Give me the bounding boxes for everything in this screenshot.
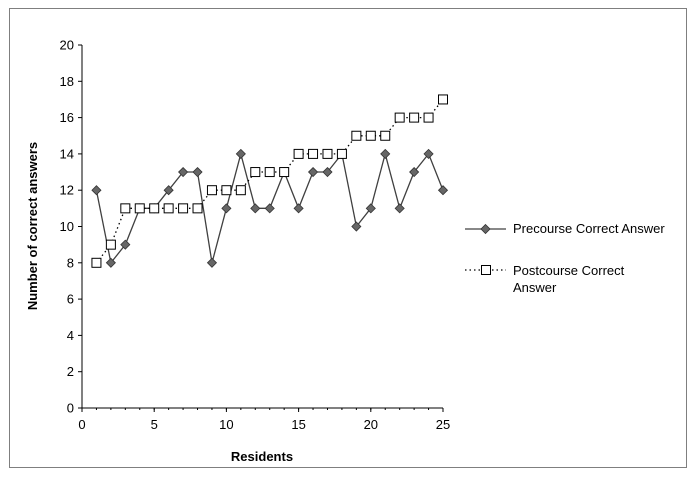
- data-point-diamond: [235, 148, 246, 159]
- x-tick-label: 25: [436, 417, 450, 432]
- data-point-diamond: [178, 166, 189, 178]
- legend-label-postcourse-line2: Answer: [513, 280, 557, 295]
- legend-marker-precourse: [480, 223, 491, 235]
- axes: [78, 44, 444, 412]
- legend-label-postcourse-line1: Postcourse Correct: [513, 263, 625, 278]
- data-point-diamond: [221, 203, 232, 214]
- y-tick-label: 14: [60, 146, 74, 161]
- data-point-square: [206, 185, 217, 196]
- legend-label-precourse: Precourse Correct Answer: [513, 221, 665, 236]
- data-point-diamond: [409, 166, 420, 178]
- y-tick-label: 2: [67, 364, 74, 379]
- y-tick-label: 20: [60, 38, 74, 53]
- data-point-square: [438, 94, 448, 105]
- data-point-square: [365, 130, 376, 141]
- x-tick-label: 0: [78, 417, 85, 432]
- y-tick-label: 12: [60, 183, 74, 198]
- tick-labels: 0 2 4 6 8 10 12 14 16 18 20 0 5 10 15 20 25: [60, 38, 451, 433]
- data-point-square: [192, 203, 203, 214]
- data-point-square: [235, 185, 246, 196]
- data-point-diamond: [394, 203, 405, 214]
- legend-marker-postcourse: [481, 265, 491, 275]
- y-tick-label: 4: [67, 328, 74, 343]
- data-point-square: [279, 167, 290, 178]
- data-point-diamond: [293, 203, 304, 214]
- data-point-diamond: [437, 185, 449, 196]
- data-point-diamond: [423, 148, 434, 159]
- data-point-square: [322, 148, 333, 159]
- data-point-diamond: [365, 203, 376, 214]
- series-layer: [91, 94, 449, 268]
- data-point-square: [120, 203, 131, 214]
- data-point-square: [293, 148, 304, 159]
- series-line-1: [95, 98, 444, 264]
- data-point-diamond: [206, 257, 218, 268]
- data-point-diamond: [91, 185, 102, 196]
- y-tick-label: 0: [67, 401, 74, 416]
- chart-frame: [9, 8, 687, 468]
- data-point-square: [409, 112, 420, 123]
- legend: Precourse Correct Answer Postcourse Corr…: [465, 221, 665, 295]
- x-tick-label: 15: [291, 417, 305, 432]
- y-tick-label: 8: [67, 255, 74, 270]
- data-point-square: [308, 148, 319, 159]
- data-point-diamond: [322, 166, 333, 178]
- y-axis-label: Number of correct answers: [25, 142, 40, 310]
- x-tick-label: 20: [364, 417, 378, 432]
- data-point-diamond: [105, 257, 116, 268]
- data-point-square: [250, 167, 261, 178]
- data-point-square: [178, 203, 189, 214]
- data-point-diamond: [192, 166, 203, 178]
- data-point-square: [221, 185, 232, 196]
- data-point-square: [336, 148, 347, 159]
- data-point-square: [351, 130, 362, 141]
- data-point-square: [380, 130, 391, 141]
- y-tick-label: 6: [67, 292, 74, 307]
- data-point-square: [423, 112, 434, 123]
- data-point-square: [163, 203, 174, 214]
- data-point-square: [394, 112, 405, 123]
- data-point-square: [149, 203, 160, 214]
- y-tick-label: 10: [60, 219, 74, 234]
- series-1: [91, 94, 448, 268]
- x-tick-label: 5: [151, 417, 158, 432]
- y-tick-label: 16: [60, 110, 74, 125]
- y-tick-label: 18: [60, 74, 74, 89]
- data-point-diamond: [250, 203, 261, 214]
- data-point-square: [105, 239, 116, 250]
- data-point-square: [264, 167, 275, 178]
- data-point-diamond: [264, 203, 275, 214]
- data-point-diamond: [307, 166, 319, 178]
- data-point-diamond: [120, 239, 131, 250]
- data-point-square: [91, 257, 102, 268]
- x-tick-label: 10: [219, 417, 233, 432]
- data-point-diamond: [351, 221, 362, 232]
- x-axis-label: Residents: [231, 449, 293, 464]
- data-point-diamond: [380, 148, 391, 159]
- data-point-diamond: [163, 185, 174, 196]
- data-point-square: [134, 203, 145, 214]
